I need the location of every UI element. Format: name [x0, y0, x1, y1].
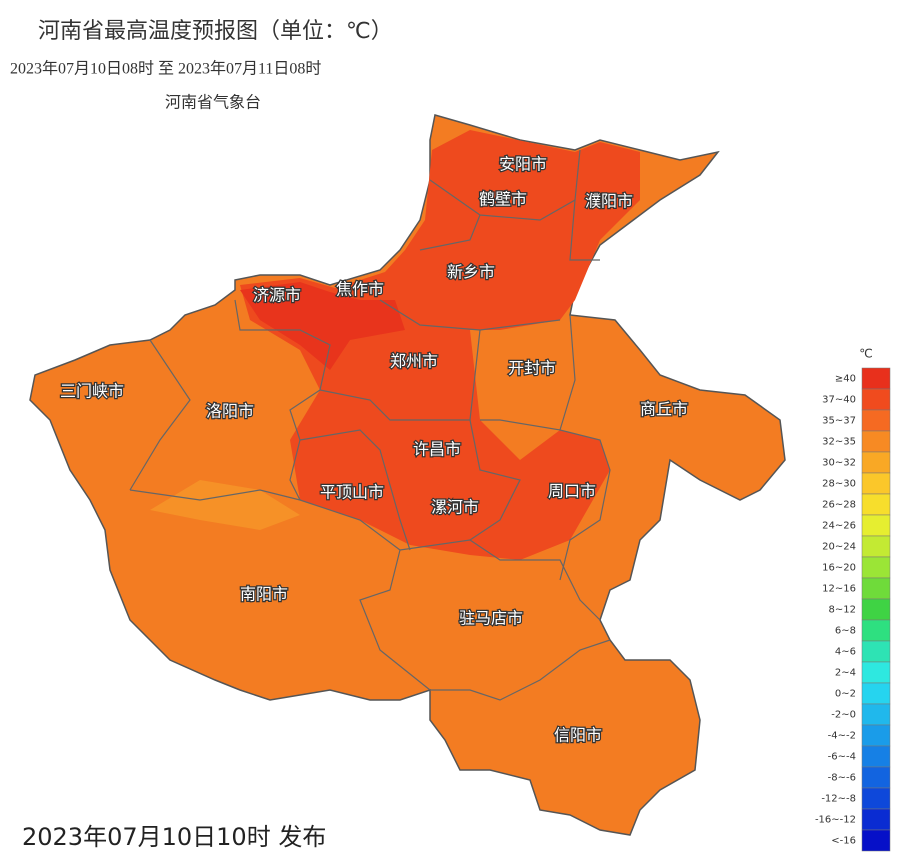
legend-swatch	[861, 766, 891, 789]
city-label: 周口市	[548, 482, 596, 501]
legend-label: 4~6	[835, 647, 856, 658]
legend-swatch	[861, 682, 891, 705]
legend-label: 24~26	[822, 521, 856, 532]
map	[29, 114, 786, 836]
legend-swatch	[861, 472, 891, 495]
city-label: 许昌市	[413, 440, 461, 459]
city-label: 三门峡市	[60, 382, 124, 401]
legend-swatch	[861, 514, 891, 537]
legend-label: -12~-8	[821, 794, 856, 805]
legend-unit: ℃	[859, 347, 872, 361]
period: 2023年07月10日08时 至 2023年07月11日08时	[10, 60, 321, 78]
agency: 河南省气象台	[165, 94, 261, 112]
legend-label: -4~-2	[828, 731, 856, 742]
legend-swatch	[861, 388, 891, 411]
legend-swatch	[861, 409, 891, 432]
city-label: 平顶山市	[320, 483, 384, 502]
title: 河南省最高温度预报图（单位：℃）	[38, 19, 393, 44]
legend-label: <-16	[831, 836, 856, 847]
legend-label: 12~16	[822, 584, 856, 595]
legend-swatch	[861, 619, 891, 642]
legend-swatch	[861, 640, 891, 663]
city-label: 漯河市	[431, 498, 479, 517]
legend-swatch	[861, 556, 891, 579]
legend-label: 6~8	[835, 626, 856, 637]
city-label: 商丘市	[640, 400, 688, 419]
legend-label: 26~28	[822, 500, 856, 511]
legend-label: 28~30	[822, 479, 856, 490]
legend-swatch	[861, 493, 891, 516]
city-label: 驻马店市	[459, 609, 523, 628]
city-label: 开封市	[508, 359, 556, 378]
legend-swatch	[861, 724, 891, 747]
hot-zone	[240, 130, 640, 560]
legend-swatch	[861, 745, 891, 768]
legend-label: -2~0	[831, 710, 856, 721]
footer: 2023年07月10日10时 发布	[22, 823, 326, 851]
legend-label: 8~12	[829, 605, 856, 616]
legend-swatch	[861, 451, 891, 474]
city-label: 濮阳市	[585, 192, 633, 211]
city-label: 郑州市	[390, 352, 438, 371]
legend-swatch	[861, 703, 891, 726]
legend-label: -8~-6	[828, 773, 856, 784]
legend-swatch	[861, 535, 891, 558]
legend-swatch	[861, 598, 891, 621]
legend-label: -16~-12	[815, 815, 856, 826]
hottest-zone	[240, 282, 405, 370]
city-label: 焦作市	[336, 280, 384, 299]
legend-swatch	[861, 829, 891, 852]
legend-swatch	[861, 577, 891, 600]
legend-label: 35~37	[822, 416, 856, 427]
city-label: 南阳市	[240, 585, 288, 604]
legend-swatch	[861, 808, 891, 831]
warm-zone	[150, 480, 300, 530]
legend-label: ≥40	[835, 374, 856, 385]
legend-label: 16~20	[822, 563, 856, 574]
boundaries	[129, 149, 611, 701]
city-label: 济源市	[253, 286, 301, 305]
legend-label: 0~2	[835, 689, 856, 700]
legend-swatch	[861, 367, 891, 390]
legend-swatch	[861, 430, 891, 453]
legend-swatch	[861, 787, 891, 810]
legend-swatch	[861, 661, 891, 684]
legend-label: -6~-4	[828, 752, 856, 763]
city-label: 洛阳市	[206, 402, 254, 421]
legend-label: 30~32	[822, 458, 856, 469]
city-label: 安阳市	[499, 155, 547, 174]
legend-label: 32~35	[822, 437, 856, 448]
city-label: 鹤壁市	[479, 190, 527, 209]
legend-label: 2~4	[835, 668, 856, 679]
city-label: 信阳市	[554, 726, 602, 745]
city-label: 新乡市	[447, 263, 495, 282]
legend-label: 20~24	[822, 542, 856, 553]
legend-label: 37~40	[822, 395, 856, 406]
